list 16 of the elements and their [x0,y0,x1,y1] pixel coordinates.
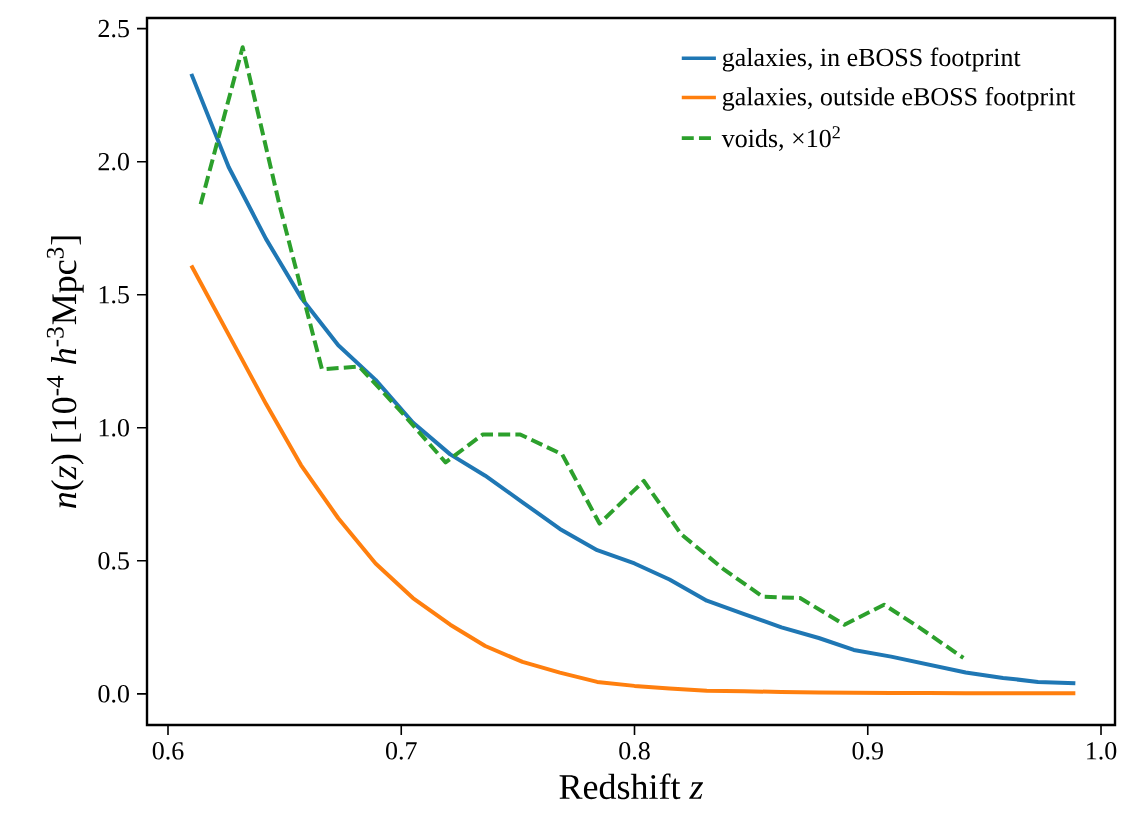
y-tick-label: 2.0 [98,152,129,171]
y-tick-label: 1.5 [99,285,129,304]
text: n(z) [10$^{-4}$ h$^{-3}$Mpc$^{3}$] [46,236,84,508]
y-tick-label: 0.5 [98,552,129,570]
legend-label: galaxies, outside eBOSS footprint [722,86,1076,111]
x-axis-title: Redshift z [559,773,704,800]
x-tick-label: 0.8 [619,742,650,760]
x-tick-label: 0.9 [852,742,883,760]
legend-label: galaxies, in eBOSS footprint [722,47,1021,72]
legend-label: voids, ×10$^{2}$ [721,126,840,151]
y-tick-label: 1.0 [99,418,129,437]
x-tick-label: 1.0 [1087,742,1117,760]
x-tick-label: 0.6 [152,742,184,760]
y-tick-label: 2.5 [98,19,129,38]
y-tick-label: 0.0 [98,685,129,703]
x-tick-label: 0.7 [386,742,417,760]
